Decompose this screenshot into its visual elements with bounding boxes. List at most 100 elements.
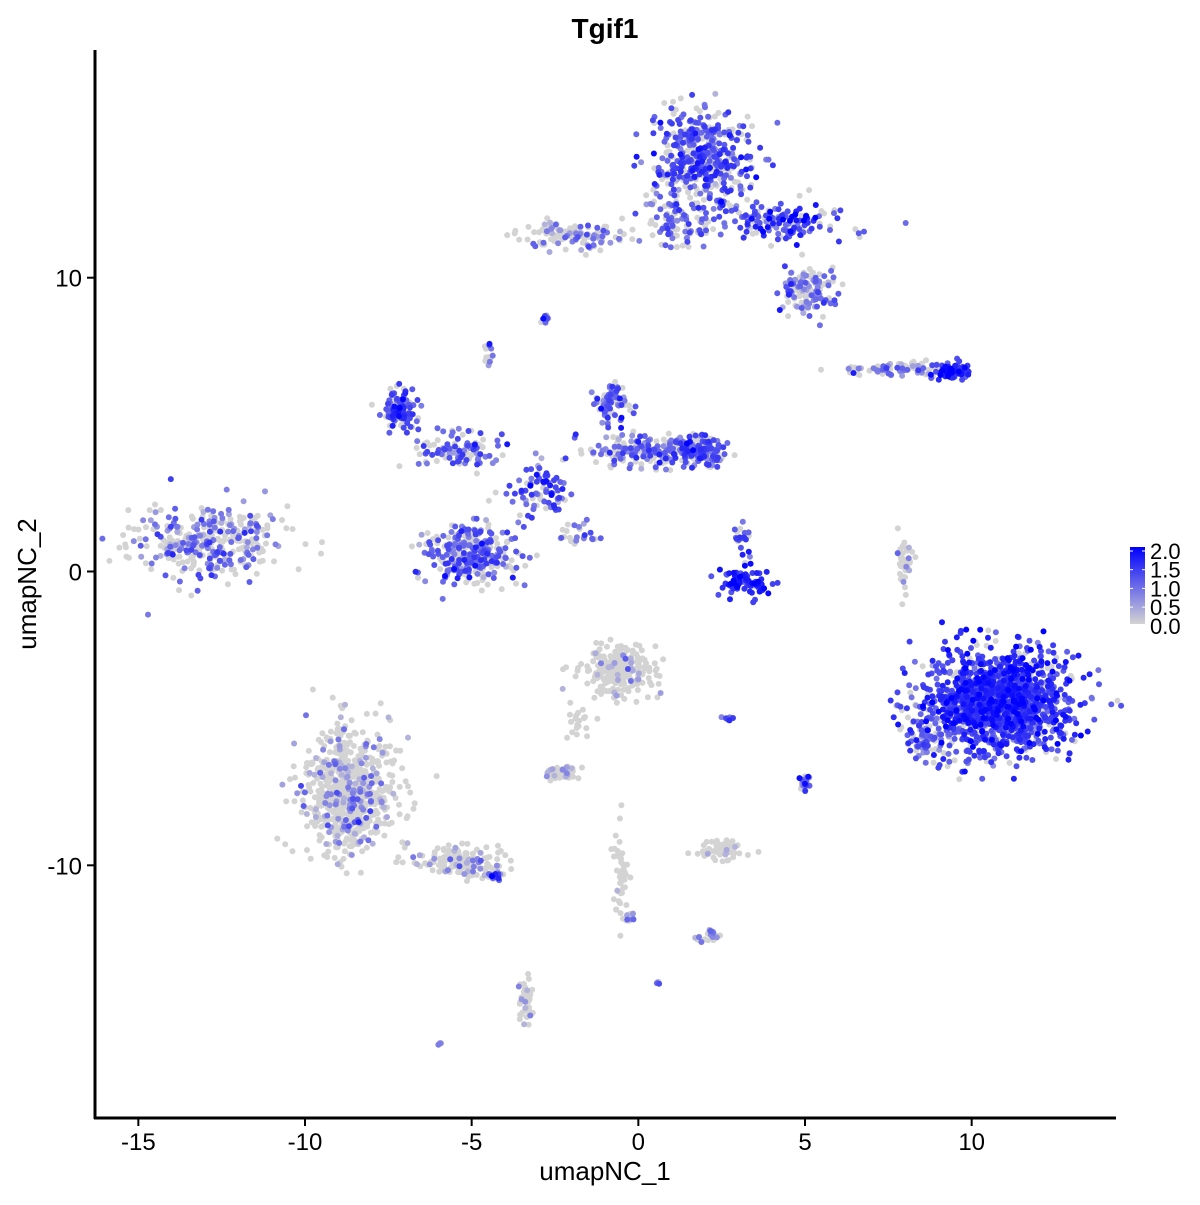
- cell-point: [543, 773, 550, 780]
- cell-point: [336, 765, 343, 772]
- cell-point: [574, 721, 581, 728]
- cell-point: [705, 438, 712, 445]
- cell-point: [1091, 716, 1098, 723]
- cell-point: [526, 554, 533, 561]
- cell-point: [894, 550, 901, 557]
- cell-point: [611, 412, 618, 419]
- cell-point: [799, 251, 806, 258]
- cell-point: [839, 281, 846, 288]
- cell-point: [420, 443, 427, 449]
- cell-point: [647, 220, 654, 227]
- cell-point: [733, 137, 740, 144]
- cell-point: [607, 239, 614, 246]
- cell-point: [292, 774, 298, 781]
- cell-point: [617, 228, 623, 235]
- cell-point: [651, 660, 658, 667]
- cell-point: [332, 801, 339, 808]
- cell-point: [253, 570, 260, 577]
- cell-point: [816, 223, 823, 230]
- cell-point: [245, 551, 252, 558]
- cell-point: [482, 357, 489, 364]
- cell-point: [626, 402, 632, 409]
- cell-point: [451, 542, 458, 549]
- cell-point: [951, 735, 958, 742]
- cell-point: [992, 656, 999, 662]
- cell-point: [325, 761, 332, 768]
- cell-point: [1049, 686, 1056, 692]
- cell-point: [617, 455, 624, 462]
- cell-point: [647, 452, 654, 459]
- cell-point: [698, 446, 704, 453]
- cell-point: [414, 861, 420, 868]
- cell-point: [157, 507, 164, 513]
- cell-point: [796, 192, 803, 199]
- cell-point: [581, 715, 588, 722]
- cell-point: [661, 449, 668, 456]
- cell-point: [904, 714, 911, 721]
- cell-point: [301, 789, 308, 796]
- cell-point: [358, 769, 365, 776]
- cell-point: [722, 208, 729, 215]
- cell-point: [282, 841, 289, 848]
- cell-point: [430, 441, 437, 448]
- cell-point: [470, 863, 477, 870]
- cell-point: [190, 542, 197, 549]
- cell-point: [669, 235, 676, 242]
- cell-point: [291, 740, 298, 747]
- cell-point: [279, 517, 285, 523]
- cell-point: [444, 542, 451, 549]
- cell-point: [341, 726, 347, 733]
- cell-point: [422, 578, 429, 585]
- cell-point: [172, 542, 179, 549]
- cell-point: [912, 554, 919, 561]
- cell-point: [304, 823, 311, 830]
- cell-point: [732, 206, 739, 213]
- cell-point: [395, 854, 402, 861]
- cell-point: [651, 165, 658, 172]
- cell-point: [967, 669, 974, 676]
- cell-point: [528, 466, 535, 473]
- cell-point: [617, 932, 624, 939]
- cell-point: [360, 806, 367, 813]
- cell-point: [399, 859, 406, 866]
- cell-point: [796, 293, 803, 300]
- cell-point: [235, 546, 242, 553]
- cell-point: [451, 852, 458, 859]
- cell-point: [663, 466, 669, 473]
- cell-point: [813, 296, 819, 303]
- cell-point: [657, 193, 664, 200]
- cell-point: [525, 971, 532, 977]
- cell-point: [424, 448, 431, 455]
- cell-point: [200, 509, 207, 515]
- cell-point: [745, 529, 752, 536]
- cell-point: [665, 231, 672, 238]
- cell-point: [321, 759, 328, 766]
- cell-point: [367, 790, 373, 797]
- cell-point: [404, 420, 411, 427]
- cell-point: [905, 544, 912, 551]
- cell-point: [247, 520, 254, 527]
- cell-point: [509, 498, 516, 505]
- cell-point: [440, 428, 447, 435]
- cell-point: [153, 554, 159, 561]
- cell-point: [136, 535, 143, 542]
- cell-point: [679, 242, 686, 249]
- cell-point: [170, 574, 177, 581]
- cell-point: [142, 560, 149, 567]
- cell-point: [405, 734, 411, 741]
- cell-point: [572, 715, 579, 722]
- cell-point: [504, 529, 511, 536]
- cell-point: [334, 783, 341, 789]
- cell-point: [483, 560, 490, 567]
- cell-point: [706, 195, 713, 202]
- cell-point: [828, 267, 835, 274]
- cell-point: [564, 521, 571, 528]
- cell-point: [367, 798, 374, 805]
- cell-point: [440, 532, 447, 539]
- cell-point: [1095, 667, 1102, 674]
- cell-point: [334, 832, 341, 839]
- cell-point: [489, 352, 496, 359]
- cell-point: [350, 814, 357, 821]
- cell-point: [689, 91, 696, 98]
